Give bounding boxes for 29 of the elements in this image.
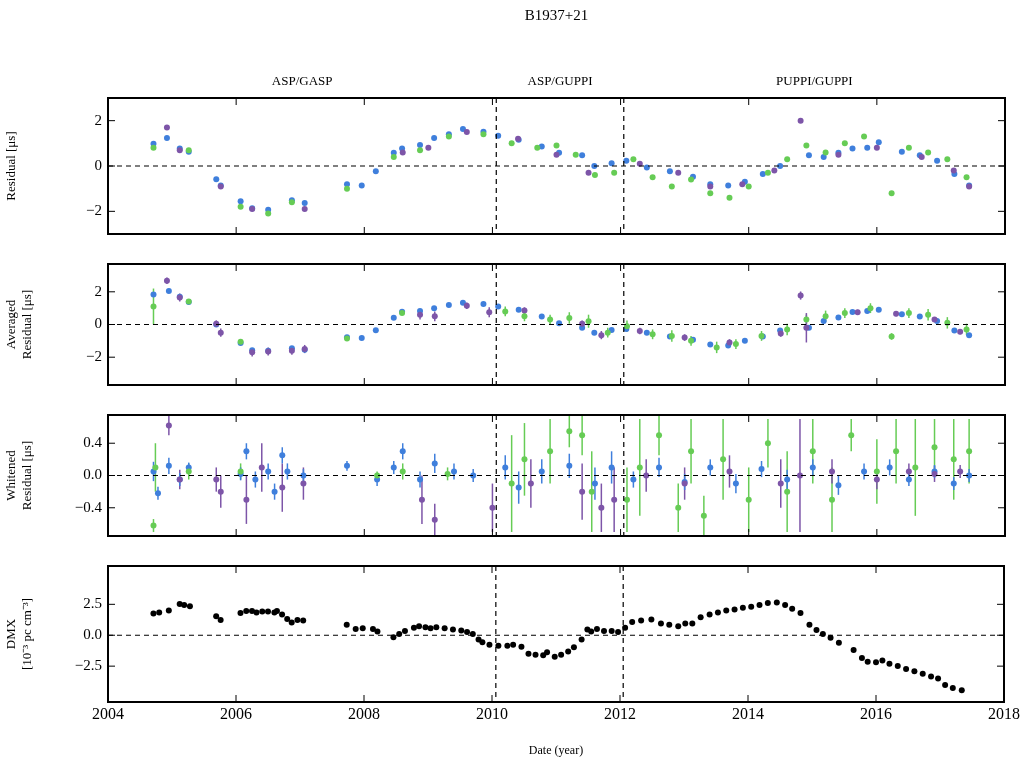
y-tick-label: 2 <box>94 111 102 128</box>
y-tick-label: 0.0 <box>83 466 102 483</box>
x-tick-label: 2010 <box>476 704 508 722</box>
text: ASP/GASP <box>271 73 333 89</box>
x-axis-title: Date (year) <box>528 742 584 757</box>
y-tick-label: 2 <box>94 282 102 299</box>
y-axis-title: DMX [10⁻³ pc cm⁻³] <box>3 597 34 671</box>
y-tick-label: 2.5 <box>83 595 102 612</box>
text: ASP/GUPPI <box>527 73 593 89</box>
y-tick-label: −2 <box>86 348 102 365</box>
x-tick-label: 2014 <box>732 704 764 722</box>
y-axis-title: Residual [μs] <box>3 131 19 201</box>
y-tick-label: 0.4 <box>83 434 103 451</box>
y-tick-label: −0.4 <box>74 498 103 515</box>
y-axis-title: Whitened Residual [μs] <box>3 440 34 511</box>
x-tick-label: 2004 <box>92 704 124 722</box>
y-tick-label: 0 <box>94 156 102 173</box>
x-tick-label: 2008 <box>348 704 380 722</box>
chart-title: B1937+21 <box>524 6 589 23</box>
x-tick-label: 2018 <box>988 704 1020 722</box>
y-tick-label: 0.0 <box>83 626 102 643</box>
y-tick-label: 0 <box>94 315 102 332</box>
y-axis-title: Averaged Residual [μs] <box>3 289 34 360</box>
y-tick-label: −2.5 <box>74 657 102 674</box>
text: PUPPI/GUPPI <box>776 73 853 89</box>
x-tick-label: 2012 <box>604 704 636 722</box>
y-tick-label: −2 <box>86 202 102 219</box>
x-tick-label: 2006 <box>220 704 252 722</box>
x-tick-label: 2016 <box>860 704 892 722</box>
